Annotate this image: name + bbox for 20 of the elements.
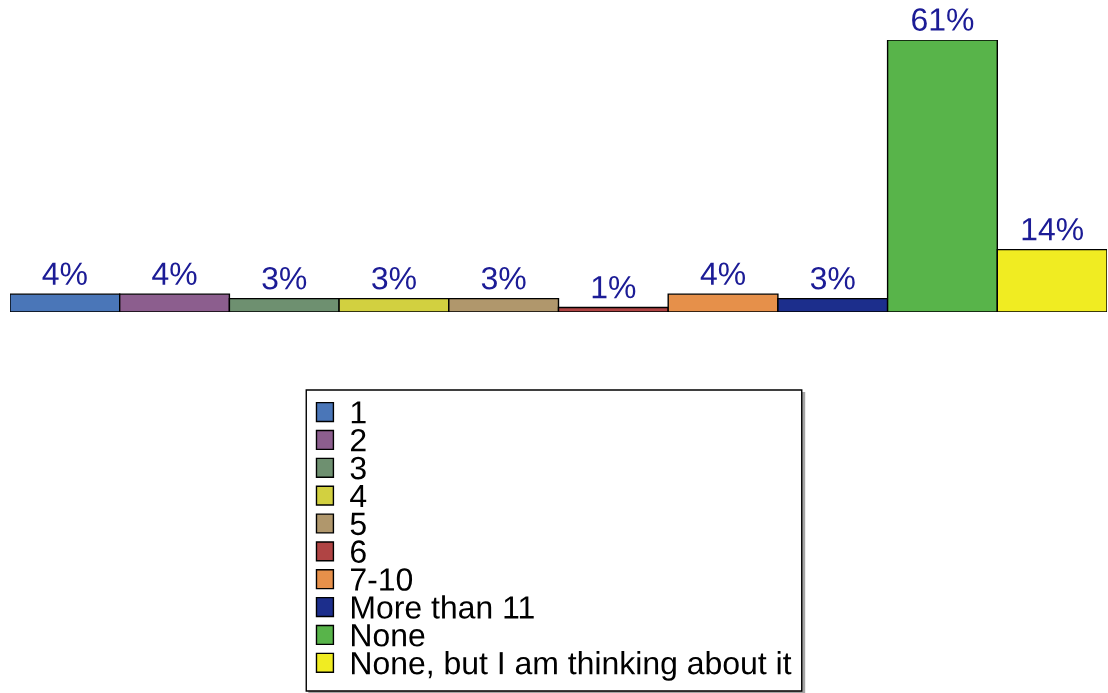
data-label: 1% [592,275,636,299]
data-label: 3% [810,266,855,290]
legend-label: 6 [351,540,366,563]
legend-label: 5 [350,512,366,536]
data-label: 4% [152,262,197,285]
legend-label: 7-10 [351,568,413,591]
data-label: 61% [912,8,974,31]
data-label: 14% [1022,218,1083,241]
legend-label: More than 11 [352,595,534,619]
legend-label: None, but I am thinking about it [352,650,792,681]
legend-label: 3 [350,456,366,480]
legend-label: 2 [350,428,366,452]
data-label: 3% [372,266,416,290]
data-label: 3% [262,266,307,290]
legend-label: None [352,624,425,647]
legend-label: 1 [351,401,366,424]
legend-label: 4 [350,484,367,507]
data-label: 3% [481,266,526,290]
data-label: 4% [42,262,87,285]
data-label: 4% [700,262,745,285]
